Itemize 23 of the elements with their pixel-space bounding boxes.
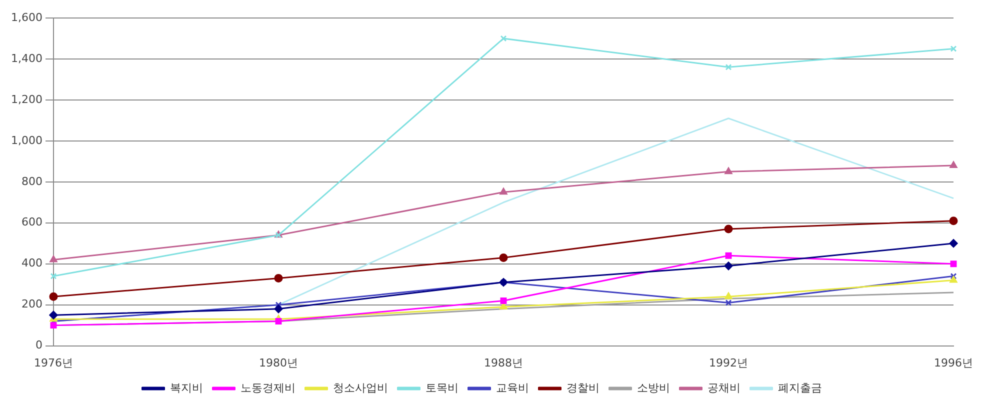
x-tick-label: 1976년 (34, 356, 73, 370)
y-tick-label: 400 (21, 256, 42, 270)
legend-label: 경찰비 (566, 381, 600, 394)
y-tick-label: 200 (21, 298, 42, 311)
legend-label: 소방비 (636, 381, 670, 394)
x-tick-label: 1980년 (258, 356, 298, 370)
x-tick-label: 1992년 (709, 356, 748, 370)
x-tick-label: 1996년 (934, 356, 974, 370)
y-tick-label: 1,000 (10, 134, 42, 147)
y-tick-label: 0 (35, 338, 42, 352)
legend-label: 청소사업비 (332, 381, 388, 394)
y-tick-label: 800 (21, 174, 42, 188)
y-tick-label: 1,600 (10, 10, 42, 24)
x-tick-label: 1988년 (484, 356, 523, 370)
legend-label: 공채비 (707, 381, 740, 394)
legend-label: 폐지출금 (778, 381, 822, 394)
y-tick-label: 1,200 (10, 92, 42, 106)
legend-label: 교육비 (496, 381, 529, 394)
legend-label: 복지비 (170, 381, 203, 394)
y-tick-label: 1,400 (10, 52, 42, 65)
legend-label: 노동경제비 (240, 381, 296, 394)
legend-label: 토목비 (425, 381, 458, 394)
y-tick-label: 600 (21, 216, 42, 229)
